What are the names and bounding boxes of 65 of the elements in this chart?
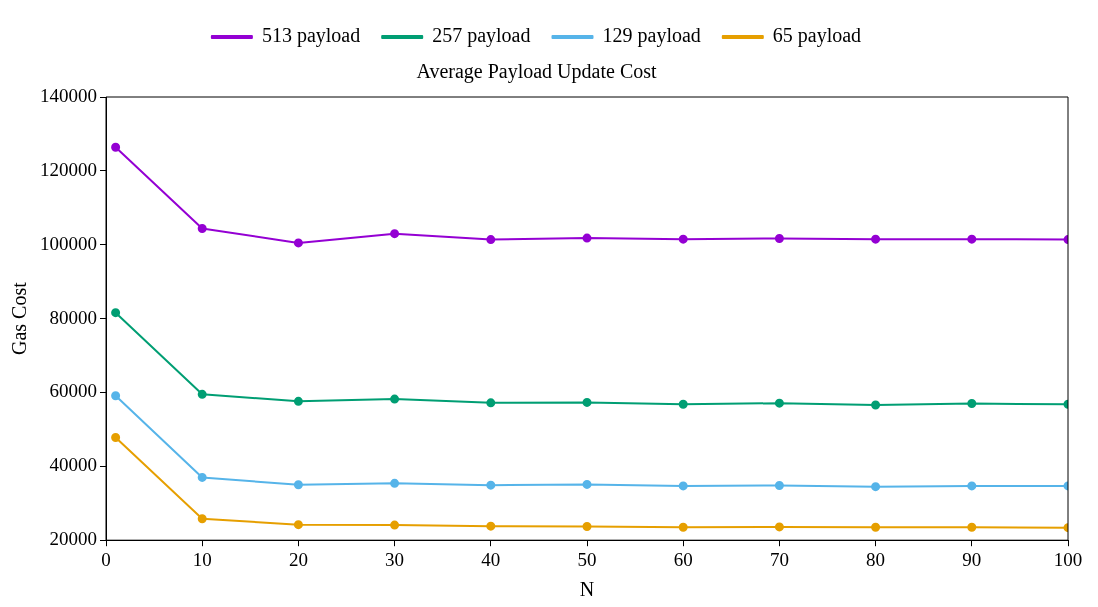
y-tick-label: 140000 [40,84,97,106]
point [582,522,592,532]
x-tick-label: 70 [769,548,789,570]
legend-label: 65 payload [772,24,862,48]
point [197,389,207,399]
point [774,233,784,243]
point [678,234,688,244]
point [967,234,977,244]
point [967,481,977,491]
chart-title: Average Payload Update Cost [416,60,657,84]
x-tick-label: 40 [481,548,501,570]
point [678,399,688,409]
x-tick-label: 0 [101,548,111,570]
point [293,520,303,530]
x-tick-label: 10 [192,548,212,570]
point [390,229,400,239]
point [293,238,303,248]
legend-label: 257 payload [432,24,531,48]
legend-label: 513 payload [261,24,361,48]
point [774,522,784,532]
x-tick-label: 50 [577,548,597,570]
point [871,482,881,492]
y-tick-label: 40000 [49,454,97,476]
point [390,478,400,488]
point [486,480,496,490]
point [486,398,496,408]
y-tick-label: 100000 [40,232,97,254]
point [111,142,121,152]
x-tick-label: 100 [1053,548,1083,570]
point [111,391,121,401]
point [582,233,592,243]
point [678,522,688,532]
legend-label: 129 payload [602,24,701,48]
x-tick-label: 20 [288,548,308,570]
point [582,479,592,489]
point [390,394,400,404]
y-tick-label: 60000 [49,380,97,402]
point [871,522,881,532]
point [582,397,592,407]
point [293,480,303,490]
point [197,223,207,233]
x-tick-label: 80 [866,548,886,570]
y-tick-label: 80000 [49,306,97,328]
point [871,234,881,244]
point [197,514,207,524]
point [967,399,977,409]
point [486,235,496,245]
point [197,472,207,482]
x-axis-title: N [579,578,595,601]
point [111,308,121,318]
x-tick-label: 30 [385,548,405,570]
point [871,400,881,410]
point [390,520,400,530]
point [678,481,688,491]
y-tick-label: 20000 [49,528,97,550]
point [293,396,303,406]
x-tick-label: 60 [673,548,693,570]
point [111,433,121,443]
y-axis-title: Gas Cost [8,281,31,355]
point [774,398,784,408]
x-tick-label: 90 [962,548,982,570]
point [486,521,496,531]
point [967,522,977,532]
y-tick-label: 120000 [40,158,97,180]
point [774,481,784,491]
